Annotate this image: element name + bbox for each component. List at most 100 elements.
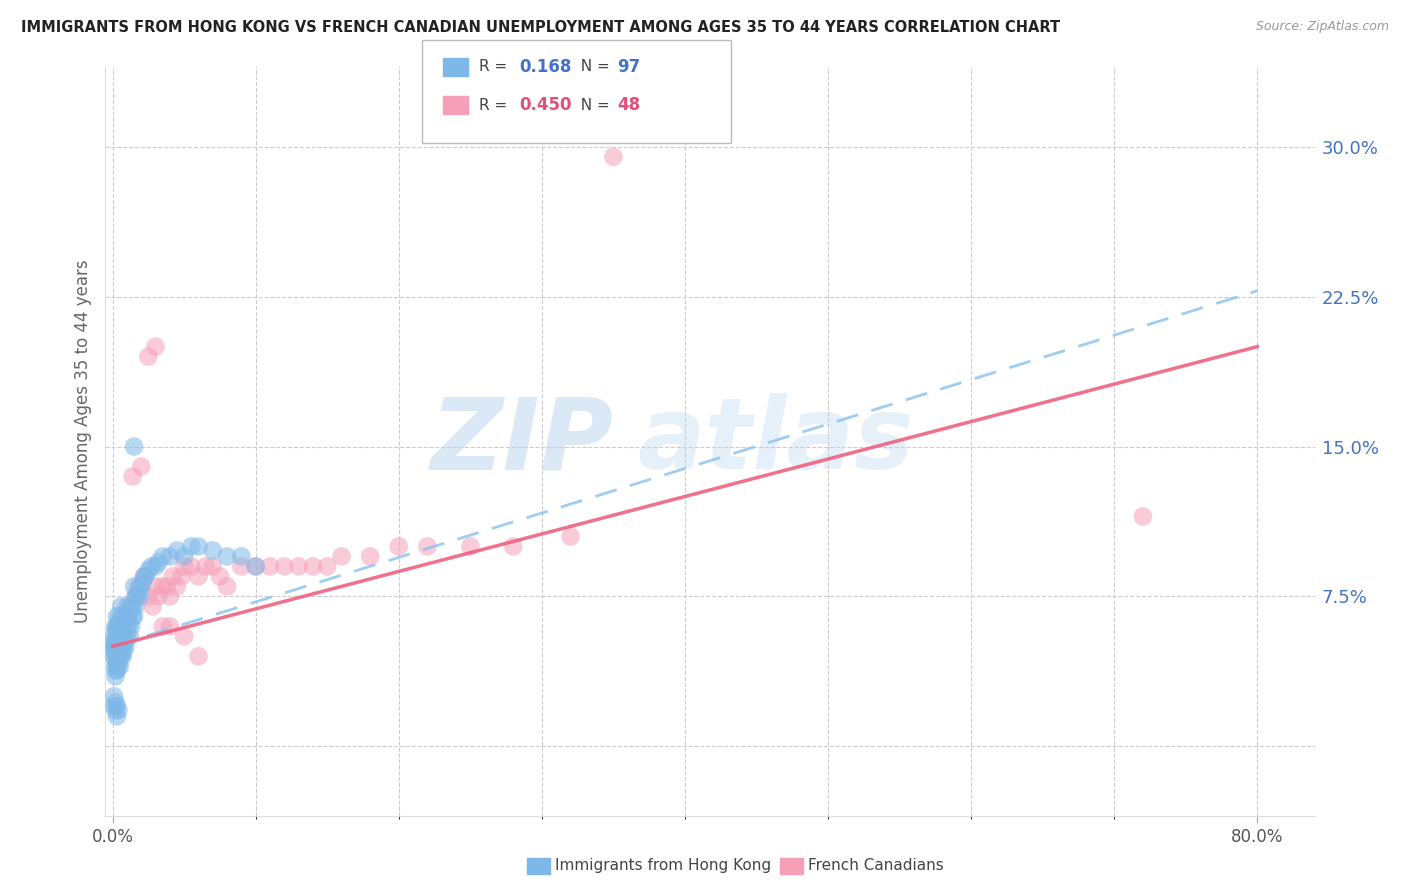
Point <box>129 579 152 593</box>
Point <box>108 609 131 624</box>
Point <box>103 690 125 704</box>
Point <box>187 649 209 664</box>
Point <box>103 649 125 664</box>
Point <box>388 540 411 554</box>
Point <box>111 629 134 643</box>
Point <box>103 699 125 714</box>
Point <box>208 569 231 583</box>
Point <box>104 643 127 657</box>
Point <box>187 569 209 583</box>
Point <box>128 590 150 604</box>
Point <box>104 669 127 683</box>
Point <box>105 619 128 633</box>
Point <box>121 599 143 614</box>
Point <box>108 643 131 657</box>
Point <box>602 150 624 164</box>
Point <box>114 609 136 624</box>
Point <box>138 590 160 604</box>
Point <box>108 619 131 633</box>
Point <box>194 559 217 574</box>
Point <box>138 563 160 577</box>
Point <box>105 699 128 714</box>
Point <box>302 559 325 574</box>
Text: N =: N = <box>571 60 614 74</box>
Point <box>173 559 195 574</box>
Point <box>110 629 132 643</box>
Point <box>201 559 224 574</box>
Point <box>115 629 138 643</box>
Point <box>120 619 142 633</box>
Point <box>107 615 129 630</box>
Point <box>107 703 129 717</box>
Point <box>104 653 127 667</box>
Point <box>152 579 174 593</box>
Point <box>316 559 339 574</box>
Point <box>145 340 167 354</box>
Point <box>105 609 128 624</box>
Point <box>152 549 174 564</box>
Point <box>132 569 155 583</box>
Point <box>104 619 127 633</box>
Point <box>108 619 131 633</box>
Text: 0.168: 0.168 <box>519 58 571 76</box>
Point <box>107 659 129 673</box>
Point <box>104 633 127 648</box>
Point <box>121 469 143 483</box>
Point <box>127 583 149 598</box>
Text: 48: 48 <box>617 96 640 114</box>
Point <box>111 640 134 654</box>
Point <box>138 350 160 364</box>
Text: N =: N = <box>571 98 614 112</box>
Point <box>166 579 188 593</box>
Point <box>145 559 167 574</box>
Point <box>104 703 127 717</box>
Point <box>142 599 165 614</box>
Point <box>103 640 125 654</box>
Point <box>560 529 582 543</box>
Point <box>107 624 129 638</box>
Text: atlas: atlas <box>637 393 914 490</box>
Point <box>105 635 128 649</box>
Point <box>107 619 129 633</box>
Point <box>112 615 135 630</box>
Point <box>105 709 128 723</box>
Point <box>110 599 132 614</box>
Text: French Canadians: French Canadians <box>808 858 945 872</box>
Point <box>110 649 132 664</box>
Point <box>124 599 146 614</box>
Point <box>105 643 128 657</box>
Point <box>103 643 125 657</box>
Point <box>330 549 353 564</box>
Point <box>120 599 142 614</box>
Point <box>122 440 145 454</box>
Point <box>217 579 239 593</box>
Point <box>180 540 202 554</box>
Point <box>114 629 136 643</box>
Point <box>180 559 202 574</box>
Point <box>201 543 224 558</box>
Point <box>112 609 135 624</box>
Point <box>273 559 295 574</box>
Point <box>259 559 281 574</box>
Point <box>112 643 135 657</box>
Text: Immigrants from Hong Kong: Immigrants from Hong Kong <box>555 858 772 872</box>
Point <box>104 640 127 654</box>
Text: 0.450: 0.450 <box>519 96 571 114</box>
Point <box>502 540 524 554</box>
Point <box>118 629 141 643</box>
Point <box>124 590 146 604</box>
Point <box>111 649 134 664</box>
Point <box>112 635 135 649</box>
Point <box>287 559 309 574</box>
Point <box>118 603 141 617</box>
Point <box>416 540 439 554</box>
Point <box>129 459 152 474</box>
Point <box>108 659 131 673</box>
Point <box>156 579 179 593</box>
Point <box>231 559 253 574</box>
Point <box>159 549 181 564</box>
Point <box>217 549 239 564</box>
Point <box>103 629 125 643</box>
Point <box>114 640 136 654</box>
Point <box>105 640 128 654</box>
